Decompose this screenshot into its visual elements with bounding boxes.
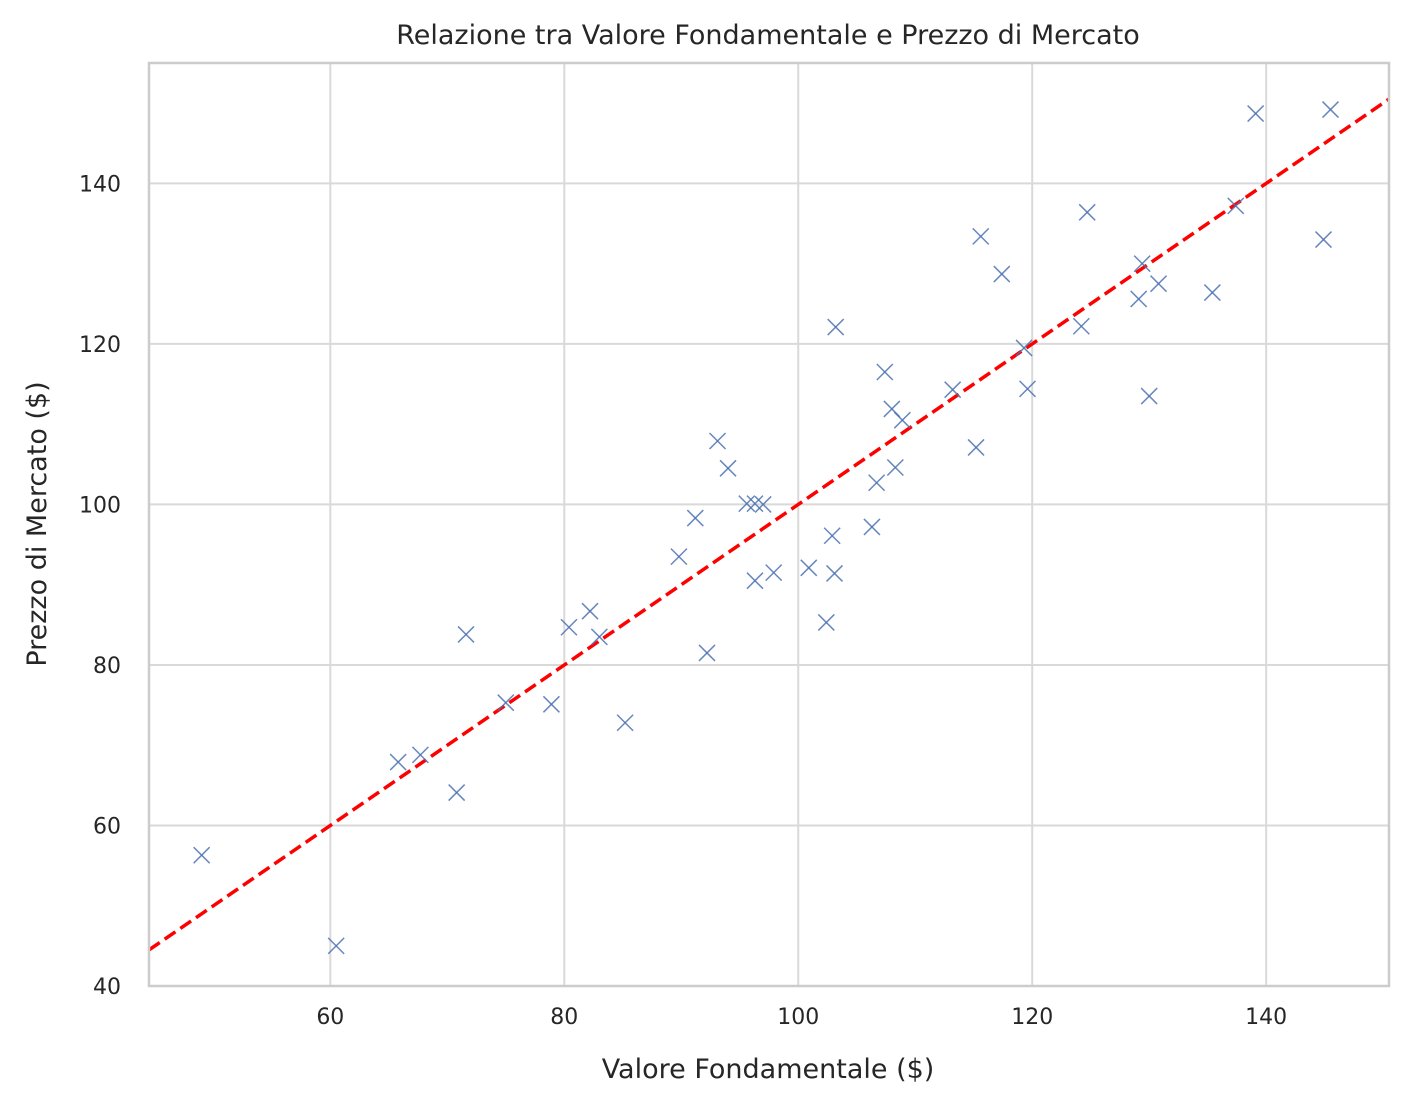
x-tick-label: 100 [777, 1005, 819, 1030]
data-point [389, 753, 407, 771]
data-point [193, 846, 211, 864]
data-point [823, 527, 841, 545]
y-tick-label: 60 [93, 814, 121, 839]
data-point [411, 746, 429, 764]
x-tick-label: 120 [1011, 1005, 1053, 1030]
data-point [1314, 231, 1333, 249]
x-tick-label: 60 [316, 1005, 344, 1030]
data-point [327, 937, 345, 955]
data-points [193, 101, 1340, 955]
data-point [1150, 275, 1168, 293]
data-point [863, 518, 881, 536]
data-point [457, 625, 475, 643]
x-tick-label: 80 [550, 1005, 578, 1030]
data-point [967, 438, 985, 456]
data-point [754, 495, 772, 513]
data-point [738, 495, 756, 513]
data-point [893, 411, 911, 429]
data-point [800, 559, 818, 577]
data-point [1203, 284, 1221, 302]
x-tick-label: 140 [1245, 1005, 1287, 1030]
data-point [1078, 203, 1096, 221]
data-point [1227, 197, 1245, 215]
y-tick-label: 140 [79, 172, 121, 197]
data-point [1130, 290, 1148, 308]
plot-frame [147, 61, 1391, 988]
data-point [1133, 255, 1151, 273]
x-axis-label: Valore Fondamentale ($) [602, 1054, 935, 1085]
chart-title: Relazione tra Valore Fondamentale e Prez… [396, 20, 1140, 51]
data-point [560, 618, 578, 636]
data-point [817, 613, 835, 631]
data-point [581, 602, 599, 620]
data-point [542, 695, 560, 713]
y-tick-label: 100 [79, 493, 121, 518]
data-point [972, 227, 990, 245]
data-point [1140, 387, 1158, 405]
data-point [765, 564, 783, 582]
data-point [708, 432, 727, 450]
data-point [448, 784, 466, 802]
data-point [497, 694, 515, 712]
data-point [827, 318, 845, 336]
data-point [1015, 339, 1033, 357]
data-point [1018, 380, 1037, 398]
y-axis-label: Prezzo di Mercato ($) [22, 381, 53, 666]
data-point [1072, 317, 1090, 335]
data-point [868, 474, 886, 492]
y-tick-labels: 40 60 80 100 120 140 [79, 172, 121, 1000]
data-point [698, 644, 716, 662]
data-point [944, 381, 962, 399]
y-tick-label: 80 [93, 654, 121, 679]
data-point [746, 495, 764, 513]
y-tick-label: 120 [79, 333, 121, 358]
data-point [590, 628, 608, 646]
data-point [1321, 101, 1340, 119]
data-point [686, 509, 704, 527]
data-point [746, 572, 764, 590]
data-point [616, 714, 634, 732]
y-tick-label: 40 [93, 975, 121, 1000]
data-point [993, 265, 1011, 283]
trend-line [149, 97, 1389, 952]
data-point [825, 564, 844, 582]
data-point [886, 458, 904, 477]
data-point [876, 363, 894, 381]
data-point [670, 548, 688, 566]
trend-line-layer [149, 97, 1389, 952]
axes-frame [147, 61, 1391, 988]
x-tick-labels: 60 80 100 120 140 [316, 1005, 1287, 1030]
data-point [719, 459, 737, 477]
data-point [1247, 105, 1265, 123]
